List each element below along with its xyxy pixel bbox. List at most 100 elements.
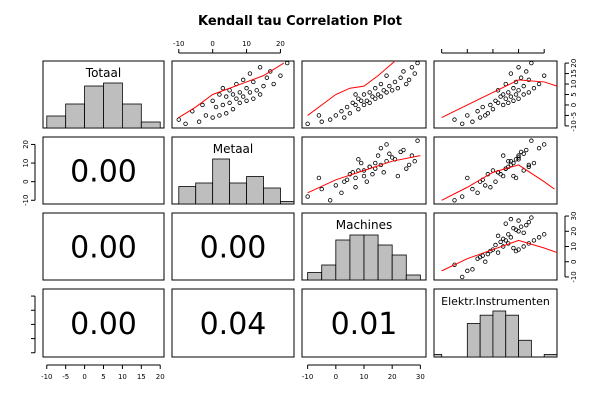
data-point — [503, 221, 508, 226]
smoother-line — [178, 62, 285, 118]
data-point — [541, 142, 547, 147]
data-point — [508, 94, 514, 99]
axis-right-2: -10 0 10 20 30 — [564, 212, 578, 283]
data-point — [401, 147, 406, 153]
data-point — [516, 218, 521, 223]
data-point — [526, 77, 532, 83]
data-point — [398, 75, 403, 80]
tick-label: 0 — [570, 259, 578, 263]
data-point — [485, 111, 491, 116]
data-point — [353, 102, 358, 108]
data-point — [518, 224, 524, 229]
data-point — [513, 227, 519, 232]
data-point — [526, 90, 532, 95]
smoother-line — [441, 164, 555, 201]
data-point — [344, 104, 350, 110]
data-point — [493, 242, 498, 248]
data-point — [378, 94, 384, 99]
data-point — [244, 86, 249, 91]
data-point — [333, 113, 339, 118]
data-point — [541, 232, 547, 237]
tick-label: -5 — [62, 373, 69, 381]
data-point — [373, 96, 378, 101]
data-point — [251, 96, 256, 101]
tick-label: 10 — [570, 80, 578, 89]
data-point — [268, 69, 273, 74]
panel-frame — [433, 212, 558, 281]
data-point — [526, 162, 532, 168]
data-point — [511, 173, 516, 179]
histogram-bar — [518, 339, 532, 358]
data-point — [470, 186, 475, 192]
panel-0-2 — [301, 60, 427, 129]
data-point — [375, 92, 381, 97]
data-point — [526, 164, 532, 169]
data-point — [500, 236, 506, 242]
data-point — [384, 142, 389, 147]
data-point — [316, 175, 322, 181]
correlation-value: 0.00 — [70, 231, 137, 266]
data-point — [271, 81, 276, 87]
histogram-bar — [543, 354, 558, 358]
data-point — [378, 145, 384, 151]
histogram-bar — [505, 314, 519, 358]
data-point — [488, 185, 493, 190]
data-point — [452, 198, 457, 203]
histogram-bar — [349, 234, 365, 281]
data-point — [364, 179, 370, 184]
panel-0-3 — [433, 60, 558, 129]
data-point — [361, 173, 367, 179]
tick-label: -10 — [22, 195, 30, 206]
data-point — [513, 92, 519, 97]
data-point — [493, 98, 498, 103]
data-point — [516, 65, 521, 70]
tick-label: 10 — [570, 242, 578, 251]
data-point — [234, 96, 239, 101]
histogram-bar — [65, 103, 85, 129]
data-point — [319, 119, 324, 124]
data-point — [367, 90, 372, 95]
data-point — [536, 235, 542, 240]
variable-label: Totaal — [85, 66, 121, 80]
tick-label: -5 — [570, 112, 578, 119]
data-point — [518, 75, 524, 80]
data-point — [327, 198, 333, 203]
tick-label: 20 — [570, 59, 578, 68]
data-point — [500, 92, 506, 97]
data-point — [395, 173, 401, 179]
data-point — [257, 65, 263, 70]
data-point — [483, 183, 488, 188]
data-point — [529, 60, 534, 66]
panel-3-1: 0.04 — [171, 288, 295, 358]
data-point — [506, 90, 511, 95]
tick-label: 30 — [570, 212, 578, 221]
histogram-bar — [479, 314, 494, 358]
data-point — [347, 111, 353, 116]
data-point — [342, 115, 347, 120]
data-point — [524, 222, 529, 228]
data-point — [459, 274, 465, 280]
histogram-bar — [321, 264, 337, 281]
data-point — [327, 117, 333, 122]
data-point — [483, 259, 488, 264]
tick-label: 10 — [22, 159, 30, 168]
panel-3-3: Elektr.Instrumenten — [433, 288, 558, 358]
data-point — [196, 119, 202, 124]
data-point — [370, 94, 375, 99]
panel-frame — [301, 136, 427, 205]
histogram-bar — [492, 310, 507, 358]
data-point — [521, 92, 526, 97]
data-point — [526, 241, 532, 246]
data-point — [404, 166, 409, 171]
data-point — [210, 115, 215, 120]
panel-0-0: Totaal — [42, 60, 165, 129]
panel-frame — [433, 60, 558, 129]
data-point — [392, 79, 398, 85]
histogram-bar — [84, 85, 104, 129]
data-point — [521, 230, 526, 235]
histogram-bar — [307, 272, 323, 281]
data-point — [384, 90, 389, 95]
smoother-line — [441, 79, 558, 118]
data-point — [526, 219, 532, 225]
